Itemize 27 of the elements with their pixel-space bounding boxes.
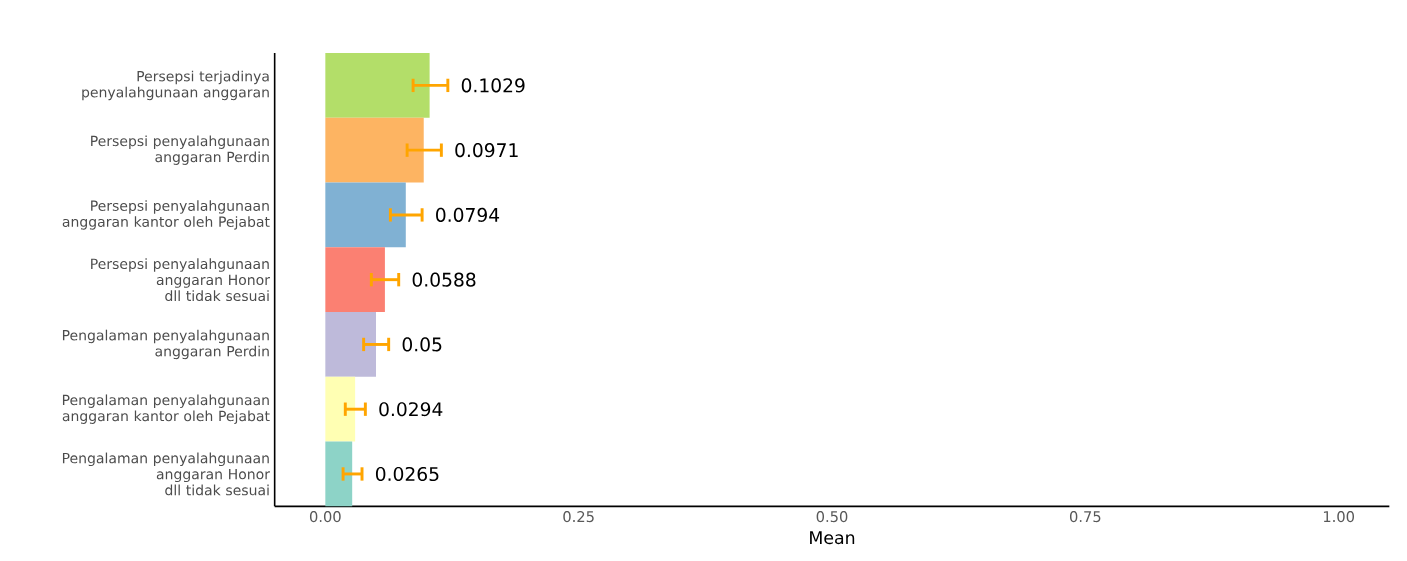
bar bbox=[325, 117, 424, 183]
bar bbox=[325, 312, 376, 377]
data-label: 0.1029 bbox=[461, 78, 525, 93]
bar bbox=[325, 247, 385, 313]
data-label: 0.0294 bbox=[379, 402, 443, 417]
x-tick-label: 0.00 bbox=[309, 511, 341, 523]
x-tick-label: 0.75 bbox=[1069, 511, 1101, 523]
y-tick-label: Pengalaman penyalahgunaan anggaran Honor dll tidak sesuai bbox=[62, 452, 270, 496]
y-tick-label: Persepsi terjadinya penyalahgunaan anggaran bbox=[82, 70, 269, 101]
data-label: 0.0794 bbox=[436, 207, 500, 222]
y-tick-label: Pengalaman penyalahgunaan anggaran Perdin bbox=[62, 329, 269, 360]
x-axis-title: Mean bbox=[810, 531, 855, 545]
x-tick-label: 0.25 bbox=[563, 511, 594, 523]
bar bbox=[325, 376, 356, 442]
data-label: 0.0265 bbox=[375, 466, 439, 482]
data-label: 0.0971 bbox=[455, 143, 518, 158]
x-tick-label: 1.00 bbox=[1323, 511, 1355, 523]
bar bbox=[325, 441, 353, 507]
y-tick-label: Persepsi penyalahgunaan anggaran kantor oleh Pejabat bbox=[62, 200, 270, 230]
bar bbox=[325, 53, 430, 118]
y-tick-label: Persepsi penyalahgunaan anggaran Honor dll tidak sesuai bbox=[91, 258, 270, 302]
y-tick-label: Pengalaman penyalahgunaan anggaran kantor oleh Pejabat bbox=[62, 394, 270, 424]
bar bbox=[325, 182, 406, 248]
data-label: 0.05 bbox=[402, 337, 442, 352]
data-label: 0.0588 bbox=[412, 272, 476, 287]
x-tick-label: 0.50 bbox=[816, 511, 848, 523]
y-tick-label: Persepsi penyalahgunaan anggaran Perdin bbox=[91, 135, 269, 165]
